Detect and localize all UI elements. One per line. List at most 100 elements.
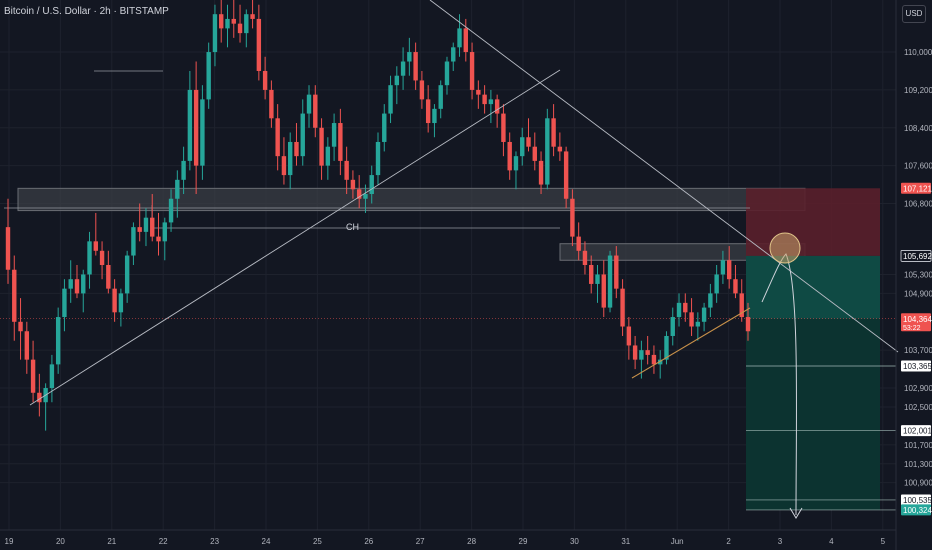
candle-body bbox=[275, 118, 280, 157]
price-label: 105,692 bbox=[903, 252, 932, 261]
candle-body bbox=[112, 288, 117, 313]
candle-body bbox=[68, 279, 73, 289]
candle-body bbox=[701, 307, 707, 322]
candle-body bbox=[589, 265, 594, 284]
candle-body bbox=[237, 23, 243, 34]
candle-body bbox=[200, 99, 205, 166]
time-axis-tick: 21 bbox=[107, 537, 116, 546]
candle-body bbox=[733, 279, 738, 294]
candle-body bbox=[187, 89, 193, 161]
candle-body bbox=[714, 274, 719, 294]
price-axis-tick: 107,600 bbox=[904, 162, 932, 171]
candle-body bbox=[369, 175, 374, 195]
candle-body bbox=[400, 61, 406, 76]
take-profit-zone-lower bbox=[746, 318, 880, 510]
price-axis-tick: 101,300 bbox=[904, 460, 932, 469]
time-axis-tick: 27 bbox=[416, 537, 425, 546]
candle-body bbox=[545, 118, 550, 185]
candle-body bbox=[193, 89, 199, 166]
currency-button[interactable]: USD bbox=[902, 5, 926, 23]
price-axis-tick: 108,400 bbox=[904, 124, 932, 133]
candle-body bbox=[507, 141, 512, 171]
candle-body bbox=[262, 70, 268, 90]
candle-body bbox=[162, 222, 167, 242]
price-label-countdown: 53:22 bbox=[903, 325, 921, 332]
projection-arrow-path bbox=[761, 253, 798, 516]
candle-body bbox=[708, 293, 713, 308]
candle-body bbox=[87, 241, 92, 275]
candle-body bbox=[288, 141, 293, 176]
candle-body bbox=[658, 359, 663, 365]
candle-body bbox=[595, 274, 600, 284]
time-axis-tick: 28 bbox=[467, 537, 476, 546]
candle-body bbox=[181, 160, 186, 180]
candle-body bbox=[469, 52, 475, 90]
take-profit-zone bbox=[746, 255, 880, 319]
price-label-box bbox=[901, 182, 931, 194]
price-label: 100,535 bbox=[903, 496, 932, 505]
time-axis-tick: 31 bbox=[621, 537, 630, 546]
price-axis-tick: 101,700 bbox=[904, 441, 932, 450]
candle-body bbox=[419, 80, 425, 100]
candle-body bbox=[494, 99, 500, 114]
candle-body bbox=[344, 160, 349, 180]
price-label-box bbox=[901, 360, 931, 372]
price-axis-tick: 100,900 bbox=[904, 479, 932, 488]
candle-body bbox=[476, 89, 481, 95]
candle-body bbox=[520, 137, 525, 157]
time-axis-tick: 20 bbox=[56, 537, 65, 546]
time-axis-tick: 2 bbox=[726, 537, 731, 546]
candle-body bbox=[664, 335, 669, 360]
candle-body bbox=[212, 14, 218, 53]
price-axis-tick: 110,000 bbox=[904, 48, 932, 57]
candle-body bbox=[244, 14, 249, 34]
candle-body bbox=[739, 293, 744, 318]
candle-body bbox=[532, 146, 537, 161]
candle-body bbox=[256, 18, 262, 71]
candle-body bbox=[689, 312, 694, 327]
ascending-trendline bbox=[29, 69, 561, 406]
price-axis-tick: 102,900 bbox=[904, 384, 932, 393]
candle-body bbox=[363, 194, 368, 199]
candle-body bbox=[695, 321, 701, 327]
candle-body bbox=[331, 123, 337, 147]
candle-body bbox=[300, 113, 305, 157]
candle-body bbox=[551, 118, 556, 147]
candle-body bbox=[124, 255, 130, 294]
ch-label: CH bbox=[346, 222, 359, 232]
candle-body bbox=[614, 255, 619, 289]
candle-body bbox=[325, 146, 331, 166]
candle-body bbox=[626, 326, 632, 346]
candle-body bbox=[18, 321, 23, 332]
rising-support-line bbox=[631, 307, 751, 379]
candle-body bbox=[645, 350, 650, 355]
time-axis-tick: 5 bbox=[881, 537, 886, 546]
candle-body bbox=[557, 146, 563, 152]
candle-body bbox=[5, 227, 11, 270]
symbol-title[interactable]: Bitcoin / U.S. Dollar · 2h · BITSTAMP bbox=[4, 6, 169, 17]
candle-body bbox=[281, 156, 287, 176]
candle-body bbox=[438, 85, 443, 109]
candle-body bbox=[12, 269, 17, 322]
candle-body bbox=[457, 28, 462, 48]
price-axis-tick: 106,800 bbox=[904, 199, 932, 208]
candle-body bbox=[444, 61, 450, 86]
price-axis-tick: 102,500 bbox=[904, 403, 932, 412]
stop-loss-zone bbox=[746, 188, 880, 256]
candle-body bbox=[632, 345, 638, 360]
supply-zone bbox=[17, 187, 806, 212]
candle-body bbox=[513, 156, 519, 171]
price-label-box bbox=[901, 425, 931, 437]
candle-body bbox=[350, 179, 356, 190]
candle-body bbox=[651, 354, 657, 365]
candle-body bbox=[74, 279, 80, 294]
candle-body bbox=[143, 217, 149, 232]
candle-body bbox=[93, 241, 98, 251]
candle-body bbox=[356, 189, 362, 199]
time-axis-tick: 23 bbox=[210, 537, 219, 546]
candle-body bbox=[451, 47, 456, 62]
candle-body bbox=[231, 18, 236, 24]
candle-body bbox=[601, 274, 606, 308]
candle-body bbox=[30, 359, 36, 393]
